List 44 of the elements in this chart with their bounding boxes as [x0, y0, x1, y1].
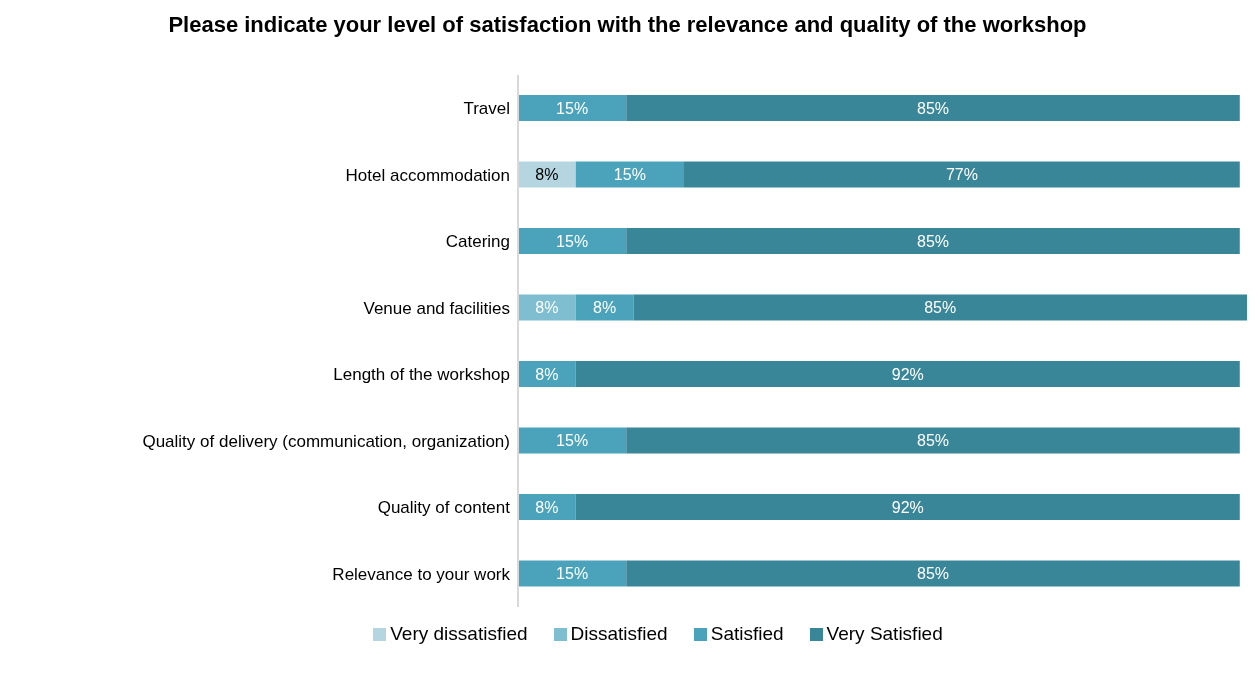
data-label: 92% [891, 498, 924, 516]
data-label: 8% [535, 299, 559, 316]
bar [518, 427, 627, 454]
bar [626, 427, 1240, 454]
y-tick-label: Venue and facilities [363, 298, 510, 318]
bar [633, 294, 1247, 321]
bar [575, 361, 1240, 387]
bar [518, 228, 627, 254]
data-label: 8% [535, 365, 559, 383]
y-tick-label: Relevance to your work [332, 564, 511, 584]
data-label: 85% [917, 432, 950, 449]
bar [626, 560, 1240, 587]
data-label: 85% [917, 565, 950, 582]
data-label: 15% [556, 99, 589, 117]
data-label: 8% [535, 166, 559, 183]
bar [684, 161, 1240, 188]
bar [518, 95, 627, 121]
bar [626, 228, 1240, 254]
y-tick-label: Length of the workshop [333, 365, 510, 385]
data-label: 8% [535, 498, 559, 516]
legend-label: Dissatisfied [569, 623, 668, 645]
data-label: 85% [917, 232, 950, 250]
legend-label: Very dissatisfied [389, 623, 528, 645]
data-label: 15% [556, 565, 589, 582]
bar [575, 161, 685, 188]
y-tick-label: Quality of content [377, 498, 511, 518]
bar [518, 560, 627, 587]
y-tick-label: Travel [463, 99, 510, 119]
data-label: 15% [556, 432, 589, 449]
bar [575, 494, 1240, 520]
y-tick-label: Hotel accommodation [345, 165, 510, 185]
data-label: 8% [593, 299, 617, 316]
data-label: 92% [891, 365, 924, 383]
bar [626, 95, 1240, 121]
data-label: 15% [556, 232, 589, 250]
legend-label: Very Satisfied [825, 623, 943, 645]
legend-label: Satisfied [709, 623, 784, 645]
data-label: 85% [917, 99, 950, 117]
data-label: 15% [613, 166, 646, 183]
y-tick-label: Quality of delivery (communication, organization) [142, 431, 510, 451]
y-tick-label: Catering [445, 232, 510, 252]
data-label: 85% [924, 299, 957, 316]
chart-title: Please indicate your level of satisfaction with the relevance and quality of the workshop [167, 11, 1088, 39]
data-label: 77% [945, 166, 978, 183]
